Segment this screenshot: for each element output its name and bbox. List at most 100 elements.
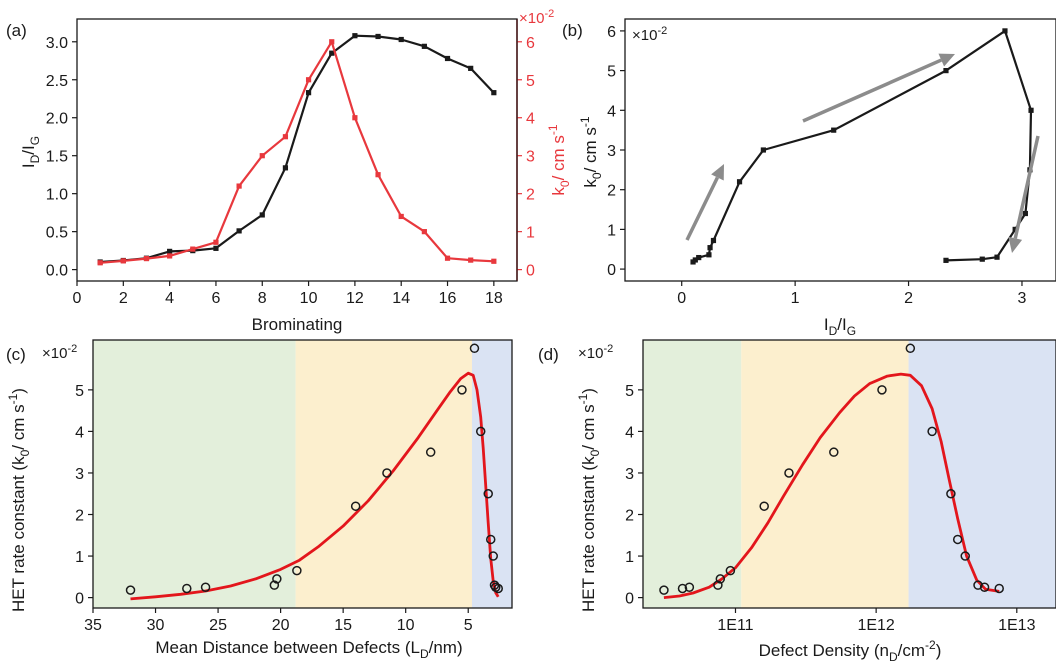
panel-c-data-point [350,501,361,511]
panel-d-data-point [677,583,688,594]
panel-b-series-point [696,254,702,261]
panel-b-series-point [994,254,1000,260]
panel-d-data-point [829,447,839,457]
panel-d-region-3 [908,340,1056,608]
panel-a-left-ylabel: ID/IG [19,136,42,168]
panel-b-label: (b) [562,21,583,40]
panel-b-xlabel: ID/IG [824,315,856,338]
panel-a-xtick-label: 4 [165,290,174,307]
panel-d-region-2 [741,340,909,608]
panel-b-frame [624,18,1056,282]
panel-b-ytick-label: 4 [607,103,616,120]
panel-c-xtick-label: 10 [397,617,415,634]
panel-d-ylabel: HET rate constant (k0/ cm s-1) [576,388,602,612]
panel-b-series-point [1012,226,1018,232]
panel-d-ytick-label: 0 [625,591,634,608]
panel-b-ytick-label: 2 [607,183,616,200]
panel-a-series-k0-point [398,213,404,220]
panel-b-xtick-label: 2 [904,290,913,307]
panel-a-left-ytick-label: 2.5 [46,73,68,90]
panel-b-xtick-label: 3 [1018,290,1027,307]
panel-a-xtick-label: 0 [73,290,82,307]
panel-b-series-point [736,179,743,185]
panel-b-scale-note: ×10-2 [632,25,667,44]
panel-d-data-point [973,580,983,590]
panel-c-fit-curve [130,371,500,601]
panel-b-xtick-label: 1 [791,290,800,307]
panel-a-frame [76,18,518,282]
panel-b-arrow-upper-head [938,53,955,67]
panel-b-series-point [692,257,698,263]
panel-d-region-1 [643,340,742,608]
svg-text:ID/IG: ID/IG [19,136,42,168]
panel-b-series-point [1002,28,1008,34]
panel-a-right-ytick-label: 1 [526,225,535,242]
panel-c-data-point [292,565,302,576]
panel-b-ytick-label: 0 [607,262,616,279]
panel-a-xtick-label: 2 [119,290,128,307]
panel-c-data-point [493,583,503,594]
panel-d-frame [642,339,1056,609]
panel-a-xtick-label: 14 [392,290,410,307]
panel-a-series-ratio-point [468,65,474,71]
panel-d-data-point [684,582,695,592]
panel-d-label: (d) [538,345,559,364]
panel-a-right-ylabel: k0/ cm s-1 [546,124,572,196]
panel-c-frame [92,339,513,609]
panel-d-xlabel: Defect Density (nD/cm-2) [759,638,942,662]
panel-d-data-point [946,488,956,499]
panel-a-series-ratio-point [236,228,242,234]
panel-d-xtick-label: 1E13 [998,617,1035,634]
panel-b-arrow-rise [685,176,720,241]
panel-d-data-point [952,534,963,545]
panel-b-series-point [943,68,949,74]
panel-c-xtick-label: 5 [464,617,473,634]
panel-a-series-ratio-point [305,90,312,96]
panel-c-xlabel: Mean Distance between Defects (LD/nm) [155,638,462,661]
panel-a-series-ratio-point [398,36,404,43]
panel-a-xtick-label: 18 [485,290,503,307]
panel-a-plot-area: 0 2 4 6 8 10 12 14 16 180.00.51.01.52.02.53.00123… [46,19,535,307]
panel-b-ylabel: k0/ cm s-1 [578,116,604,188]
panel-d-data-point [759,501,769,511]
panel-a-right-ytick-label: 5 [526,73,535,90]
panel-d-ytick-label: 2 [625,508,634,525]
panel-a-series-ratio-point [491,90,497,96]
panel-a-scale-note: ×10-2 [519,8,554,27]
panel-b-series-point [707,245,713,251]
panel-c-data-point [382,468,392,478]
panel-d-data-point [713,580,723,590]
panel-a-xtick-label: 8 [258,290,267,307]
panel-a-series-ratio-point [421,43,427,49]
panel-c-region-2 [295,340,472,608]
panel-b-xtick-label: 0 [677,290,686,307]
panel-a-left-ytick-label: 2.0 [46,111,68,128]
panel-d-ytick-label: 3 [625,466,634,483]
panel-c-data-point [200,582,211,592]
panel-b-arrow-rise-head [711,164,724,181]
svg-text:HET rate constant (k0/ cm s-1): HET rate constant (k0/ cm s-1) [6,388,32,612]
panel-a-series-ratio-point [444,55,451,62]
panel-a-left-ytick-label: 0.0 [46,263,68,280]
panel-a-series-ratio-line [100,34,495,264]
panel-a-xtick-label: 16 [439,290,457,307]
panel-c-xtick-label: 25 [209,617,227,634]
panel-d-data-point [659,585,669,595]
panel-a-xtick-label: 10 [300,290,318,307]
panel-d-data-point [877,385,887,395]
panel-a-series-k0-point [329,39,335,45]
panel-a-series-k0-point [259,153,265,159]
panel-c-data-point [425,447,436,457]
panel-a-series-ratio-point [329,50,335,56]
panel-a-series-k0-point [468,257,474,263]
panel-c-ytick-label: 5 [75,383,84,400]
panel-d-data-point [725,565,736,576]
panel-a-series-k0-line [100,40,494,264]
panel-a-left-ytick-label: 1.5 [46,149,68,166]
panel-a-left-ytick-label: 1.0 [46,187,68,204]
panel-d-ytick-label: 1 [625,549,634,566]
panel-a-xtick-label: 12 [346,290,364,307]
panel-a: 0 2 4 6 8 10 12 14 16 180.00.51.01.52.02.53.00123… [6,8,572,334]
panel-a-series-ratio-point [167,248,173,254]
